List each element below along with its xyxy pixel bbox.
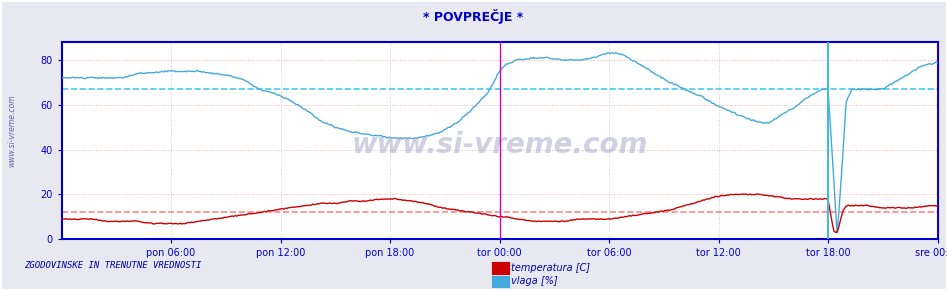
Text: www.si-vreme.com: www.si-vreme.com [351, 130, 648, 159]
Text: www.si-vreme.com: www.si-vreme.com [7, 94, 16, 167]
Text: * POVPREČJE *: * POVPREČJE * [423, 9, 524, 24]
Text: temperatura [C]: temperatura [C] [511, 263, 590, 273]
Text: vlaga [%]: vlaga [%] [511, 276, 558, 286]
Text: ZGODOVINSKE IN TRENUTNE VREDNOSTI: ZGODOVINSKE IN TRENUTNE VREDNOSTI [24, 261, 201, 270]
